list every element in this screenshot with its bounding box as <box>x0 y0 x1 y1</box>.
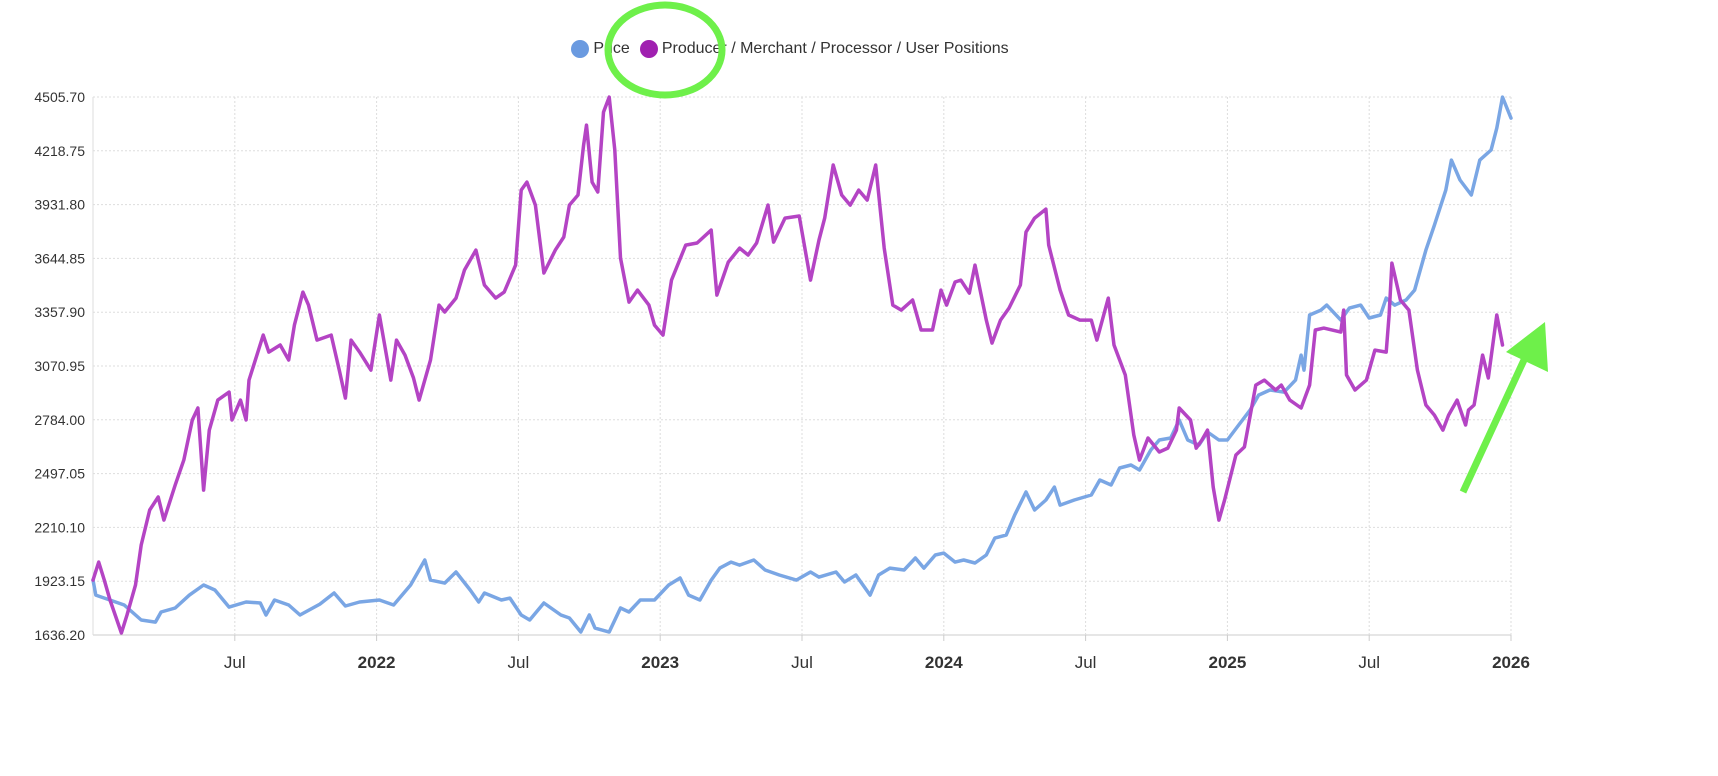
chart-legend: Price Producer / Merchant / Processor / … <box>0 40 1580 58</box>
y-tick-label: 2784.00 <box>34 412 85 428</box>
grid-lines <box>92 96 1512 641</box>
annotations <box>604 1 1548 494</box>
x-tick-label: 2025 <box>1208 653 1246 672</box>
y-axis-ticks: 1636.20 1923.15 2210.10 2497.05 2784.00 3070.… <box>34 89 85 643</box>
y-tick-label: 2497.05 <box>34 466 85 482</box>
y-tick-label: 4218.75 <box>34 143 85 159</box>
legend-label-producer-positions: Producer / Merchant / Processor / User P… <box>661 40 1009 57</box>
arrow-annotation-head-icon <box>1506 322 1548 372</box>
arrow-annotation-shaft <box>1459 358 1528 494</box>
highlight-ellipse-annotation <box>604 1 726 99</box>
x-tick-label: Jul <box>1075 653 1097 672</box>
x-tick-label: Jul <box>508 653 530 672</box>
y-tick-label: 1636.20 <box>34 627 85 643</box>
price-series-line <box>91 95 1513 634</box>
y-tick-label: 2210.10 <box>34 519 85 535</box>
series-lines <box>91 95 1513 635</box>
legend-item-price[interactable]: Price <box>571 40 630 58</box>
y-tick-label: 4505.70 <box>34 89 85 105</box>
x-tick-label: Jul <box>1358 653 1380 672</box>
x-tick-label: 2022 <box>358 653 396 672</box>
legend-item-producer-positions[interactable]: Producer / Merchant / Processor / User P… <box>639 40 1009 58</box>
x-tick-label: Jul <box>224 653 246 672</box>
y-tick-label: 3070.95 <box>34 358 85 374</box>
x-tick-label: 2023 <box>641 653 679 672</box>
y-tick-label: 1923.15 <box>34 573 85 589</box>
y-tick-label: 3644.85 <box>34 250 85 266</box>
x-axis-ticks: Jul 2022 Jul 2023 Jul 2024 Jul 2025 Jul 2026 <box>224 653 1530 672</box>
producer-positions-series-line <box>91 95 1505 635</box>
x-tick-label: 2024 <box>925 653 963 672</box>
x-tick-label: Jul <box>791 653 813 672</box>
legend-marker-price <box>571 40 590 58</box>
y-tick-label: 3931.80 <box>34 197 85 213</box>
legend-marker-producer-positions <box>639 40 658 58</box>
x-tick-label: 2026 <box>1492 653 1530 672</box>
legend-label-price: Price <box>593 40 630 57</box>
y-tick-label: 3357.90 <box>34 304 85 320</box>
